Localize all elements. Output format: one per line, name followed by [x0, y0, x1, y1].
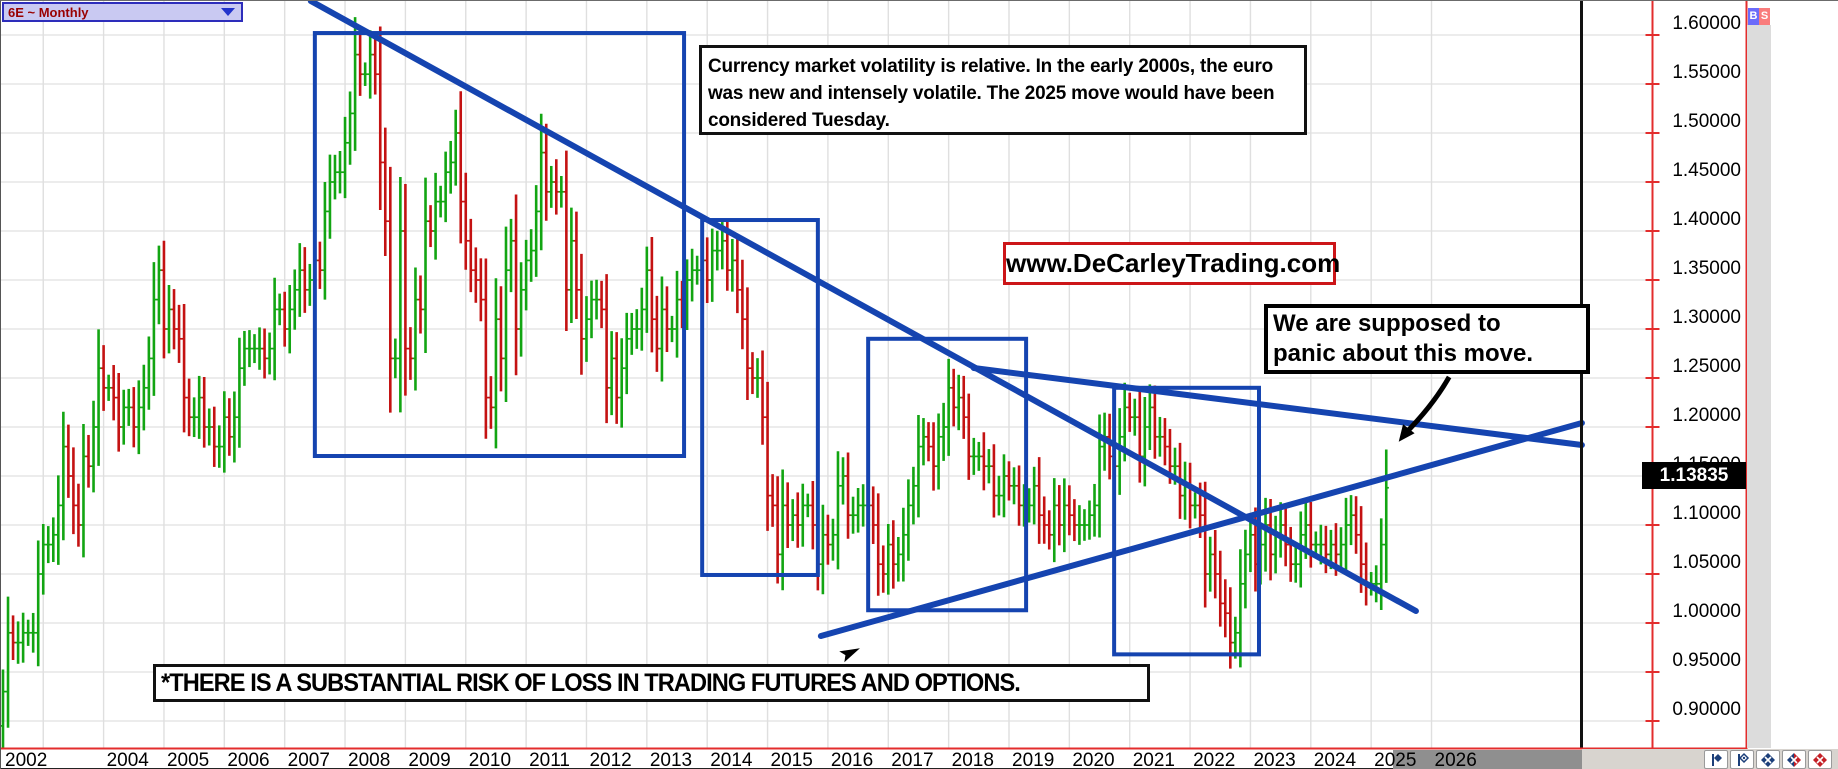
future-months-strip	[1393, 750, 1582, 769]
ascending-support-trendline	[817, 419, 1585, 640]
diamond-split-icon	[1787, 752, 1801, 767]
commentary-annotation: Currency market volatility is relative. …	[699, 45, 1307, 135]
small-arrow-marker	[839, 648, 860, 663]
commentary-line: considered Tuesday.	[708, 109, 890, 131]
sell-button[interactable]: S	[1759, 8, 1770, 25]
symbol-label: 6E ~ Monthly	[8, 4, 89, 20]
flag-diamond-solid-icon	[1712, 753, 1722, 766]
flag-diamond-solid-button[interactable]	[1704, 750, 1728, 769]
decline-2014-2015-box	[700, 218, 820, 577]
panic-annotation: We are supposed to panic about this move…	[1264, 304, 1590, 374]
diamond-split-button[interactable]	[1782, 750, 1806, 769]
volatility-2007-2013-box	[312, 31, 687, 459]
dom-ladder-column	[1747, 25, 1771, 748]
diamond-red-button[interactable]	[1808, 750, 1832, 769]
long-term-downtrend-trendline	[307, 1, 1419, 615]
diamond-red-icon	[1813, 752, 1827, 767]
panic-line: We are supposed to	[1273, 310, 1501, 337]
shallow-downtrend-trendline	[970, 365, 1585, 449]
panic-arrow	[1403, 375, 1452, 436]
disclaimer-line: *THERE IS A SUBSTANTIAL RISK OF LOSS IN …	[161, 669, 1021, 697]
range-2017-2019-box	[866, 336, 1029, 613]
commentary-line: was new and intensely volatile. The 2025…	[708, 82, 1275, 104]
diamond-navy-button[interactable]	[1756, 750, 1780, 769]
diamond-navy-icon	[1761, 752, 1775, 767]
last-price-badge: 1.13835	[1642, 462, 1746, 489]
plot-right-border	[1580, 1, 1583, 748]
chevron-down-icon	[221, 8, 235, 16]
flag-diamond-outline-icon	[1738, 752, 1750, 766]
buy-button[interactable]: B	[1748, 8, 1759, 25]
panic-line: panic about this move.	[1273, 340, 1534, 367]
risk-disclaimer: *THERE IS A SUBSTANTIAL RISK OF LOSS IN …	[153, 664, 1150, 702]
commentary-line: Currency market volatility is relative. …	[708, 55, 1274, 77]
website-annotation: www.DeCarleyTrading.com	[1003, 242, 1340, 285]
flag-diamond-outline-button[interactable]	[1730, 750, 1754, 769]
symbol-timeframe-dropdown[interactable]: 6E ~ Monthly	[2, 2, 243, 22]
panic-arrow-head	[1398, 424, 1415, 442]
